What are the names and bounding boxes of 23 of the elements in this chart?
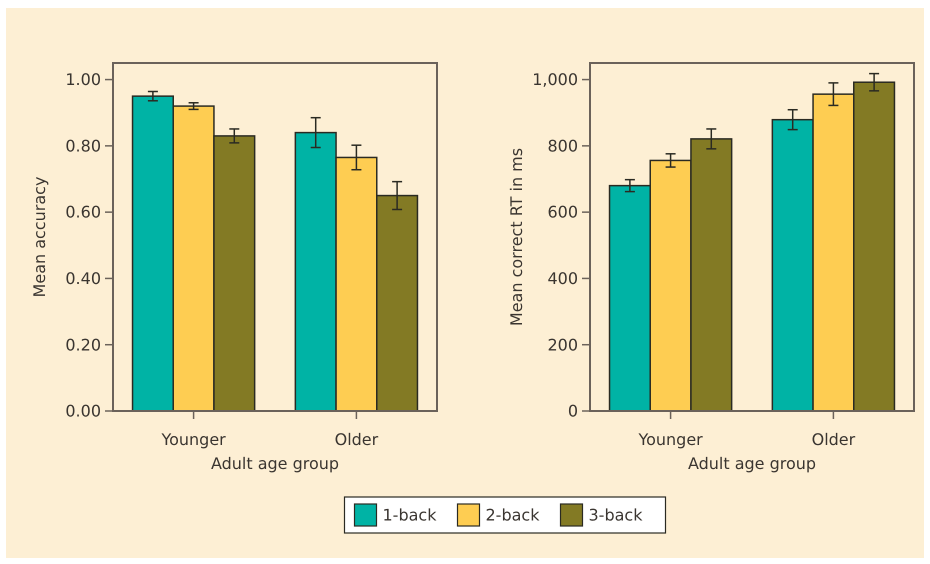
y-tick-label: 0.80	[65, 136, 101, 156]
y-tick-label: 800	[547, 136, 578, 156]
legend-label: 1-back	[382, 506, 438, 525]
x-axis-title: Adult age group	[688, 454, 816, 473]
legend-label: 3-back	[588, 506, 644, 525]
y-axis-title: Mean accuracy	[30, 176, 49, 298]
x-tick-label: Younger	[160, 430, 226, 449]
y-tick-label: 0.20	[65, 335, 101, 354]
y-tick-label: 0.40	[65, 269, 101, 288]
y-tick-label: 600	[547, 202, 578, 222]
y-tick-label: 1,000	[532, 70, 578, 90]
x-axis-title: Adult age group	[210, 454, 340, 473]
y-tick-label: 200	[547, 335, 578, 354]
x-tick-label: Older	[334, 430, 379, 449]
x-tick-label: Older	[812, 430, 856, 449]
y-tick-label: 1.00	[65, 70, 101, 90]
y-tick-label: 400	[547, 269, 578, 288]
y-tick-label: 0	[568, 402, 578, 421]
y-axis-title: Mean correct RT in ms	[507, 148, 526, 326]
y-tick-label: 0.60	[65, 202, 101, 222]
legend-label: 2-back	[486, 506, 540, 525]
y-tick-label: 0.00	[65, 402, 101, 421]
x-tick-label: Younger	[637, 430, 704, 449]
